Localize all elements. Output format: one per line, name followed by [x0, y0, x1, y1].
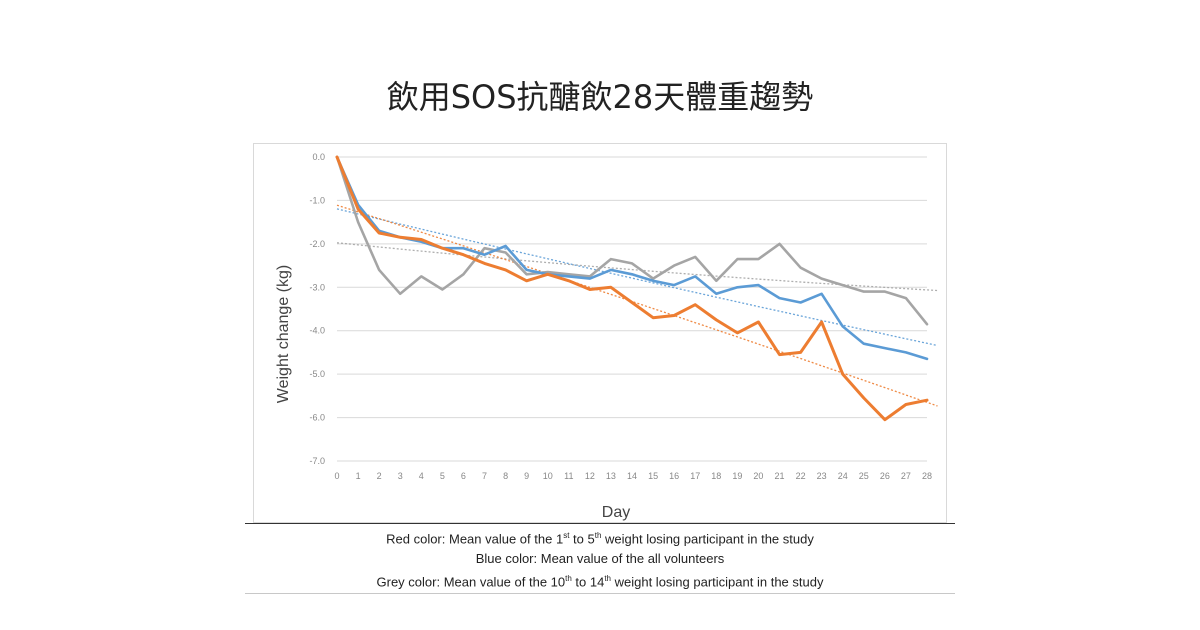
series-lines	[335, 155, 929, 422]
caption-red-sup2: th	[594, 531, 602, 540]
x-tick-label: 7	[482, 471, 487, 481]
x-tick-label: 22	[796, 471, 806, 481]
series-line-1	[335, 155, 929, 361]
chart-caption: Red color: Mean value of the 1st to 5th …	[245, 523, 955, 594]
y-tick-label: -7.0	[309, 456, 325, 466]
y-tick-label: -2.0	[309, 239, 325, 249]
x-tick-label: 13	[606, 471, 616, 481]
x-tick-label: 8	[503, 471, 508, 481]
caption-grey-mid: to 14	[571, 574, 605, 590]
x-tick-label: 26	[880, 471, 890, 481]
trendline-2	[336, 242, 938, 292]
x-tick-label: 4	[419, 471, 424, 481]
x-tick-label: 6	[461, 471, 466, 481]
y-tick-label: 0.0	[312, 152, 325, 162]
caption-red-mid: to 5	[569, 531, 595, 547]
x-tick-label: 17	[690, 471, 700, 481]
caption-grey-sup2: th	[604, 574, 611, 584]
x-tick-label: 2	[377, 471, 382, 481]
grid-lines	[337, 156, 927, 462]
x-tick-label: 20	[753, 471, 763, 481]
y-axis-title: Weight change (kg)	[275, 265, 292, 403]
trendline-1	[336, 208, 938, 347]
y-tick-label: -4.0	[309, 326, 325, 336]
trendlines	[336, 204, 938, 407]
x-tick-labels: 0 1 2 3 4 5 6 7 8 9 10 11 12 13 14 15 16 17 18 19 20 21 22 23 24…	[334, 471, 932, 481]
x-tick-label: 3	[398, 471, 403, 481]
x-tick-label: 0	[334, 471, 339, 481]
x-axis-title: Day	[602, 504, 630, 521]
page-title: 飲用SOS抗醣飲28天體重趨勢	[386, 78, 814, 116]
x-tick-label: 16	[669, 471, 679, 481]
x-tick-label: 5	[440, 471, 445, 481]
y-tick-label: -3.0	[309, 282, 325, 292]
x-tick-label: 18	[711, 471, 721, 481]
x-tick-label: 15	[648, 471, 658, 481]
x-tick-label: 25	[859, 471, 869, 481]
x-tick-label: 23	[817, 471, 827, 481]
caption-grey-sup1: th	[565, 574, 572, 584]
x-tick-label: 14	[627, 471, 637, 481]
y-tick-label: -1.0	[309, 195, 325, 205]
caption-red-sup1: st	[563, 531, 570, 540]
x-tick-label: 28	[922, 471, 932, 481]
caption-grey-text: Grey color: Mean value of the 10	[376, 574, 566, 590]
y-tick-label: -5.0	[309, 369, 325, 379]
caption-red: Red color: Mean value of the 1st to 5th …	[245, 526, 955, 549]
caption-grey-after: weight losing participant in the study	[611, 574, 824, 590]
x-tick-label: 27	[901, 471, 911, 481]
caption-red-after: weight losing participant in the study	[601, 531, 814, 547]
x-tick-label: 11	[564, 471, 573, 481]
x-tick-label: 1	[356, 471, 361, 481]
trendline-0	[336, 204, 938, 407]
y-tick-labels: 0.0 -1.0 -2.0 -3.0 -4.0 -5.0 -6.0 -7.0	[309, 152, 325, 466]
caption-red-text: Red color: Mean value of the 1	[386, 531, 564, 547]
caption-grey: Grey color: Mean value of the 10th to 14…	[245, 569, 955, 592]
caption-blue: Blue color: Mean value of the all volunt…	[475, 551, 725, 567]
x-tick-label: 21	[774, 471, 784, 481]
x-tick-label: 19	[732, 471, 742, 481]
x-tick-label: 10	[543, 471, 553, 481]
series-line-0	[335, 155, 929, 422]
y-tick-label: -6.0	[309, 413, 325, 423]
x-tick-label: 24	[838, 471, 848, 481]
x-tick-label: 12	[585, 471, 595, 481]
x-tick-label: 9	[524, 471, 529, 481]
